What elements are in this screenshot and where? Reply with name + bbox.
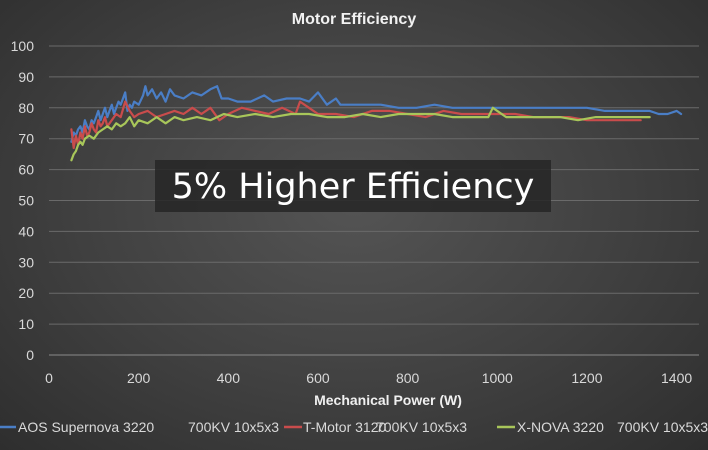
x-tick-label: 400 (217, 370, 241, 386)
y-tick-label: 20 (18, 285, 34, 301)
legend-label-1: T-Motor 3120 (303, 419, 386, 435)
annotation-text: 5% Higher Efficiency (172, 167, 535, 207)
y-tick-label: 70 (18, 131, 34, 147)
chart-title: Motor Efficiency (292, 11, 417, 28)
x-tick-label: 1000 (482, 370, 513, 386)
annotation-box: 5% Higher Efficiency (155, 160, 551, 212)
x-tick-label: 1400 (661, 370, 692, 386)
x-axis-title: Mechanical Power (W) (314, 392, 462, 408)
y-tick-label: 40 (18, 223, 34, 239)
y-tick-label: 90 (18, 69, 34, 85)
x-tick-label: 800 (396, 370, 420, 386)
series-line-2 (70, 106, 651, 162)
legend: AOS Supernova 3220 700KV 10x5x3 T-Motor 31… (0, 419, 708, 435)
series-line-1 (70, 100, 642, 150)
x-tick-label: 1200 (571, 370, 602, 386)
x-tick-label: 200 (127, 370, 151, 386)
y-axis-ticks: 0 10 20 30 40 50 60 70 80 90 100 (11, 38, 35, 363)
legend-label-1-spec: 700KV 10x5x3 (376, 419, 467, 435)
x-tick-label: 0 (45, 370, 53, 386)
y-tick-label: 0 (26, 347, 34, 363)
y-tick-label: 50 (18, 193, 34, 209)
y-tick-label: 60 (18, 162, 34, 178)
legend-label-0: AOS Supernova 3220 (18, 419, 154, 435)
legend-label-0-spec: 700KV 10x5x3 (188, 419, 279, 435)
series-line-0 (70, 85, 683, 143)
legend-label-2: X-NOVA 3220 (517, 419, 604, 435)
x-axis-ticks: 0 200 400 600 800 1000 1200 1400 (45, 370, 692, 386)
x-tick-label: 600 (306, 370, 330, 386)
y-tick-label: 80 (18, 100, 34, 116)
legend-label-2-spec: 700KV 10x5x3 (617, 419, 708, 435)
series-lines (70, 85, 683, 162)
y-tick-label: 100 (11, 38, 35, 54)
y-tick-label: 10 (18, 316, 34, 332)
annotation-background (155, 160, 551, 212)
y-tick-label: 30 (18, 254, 34, 270)
